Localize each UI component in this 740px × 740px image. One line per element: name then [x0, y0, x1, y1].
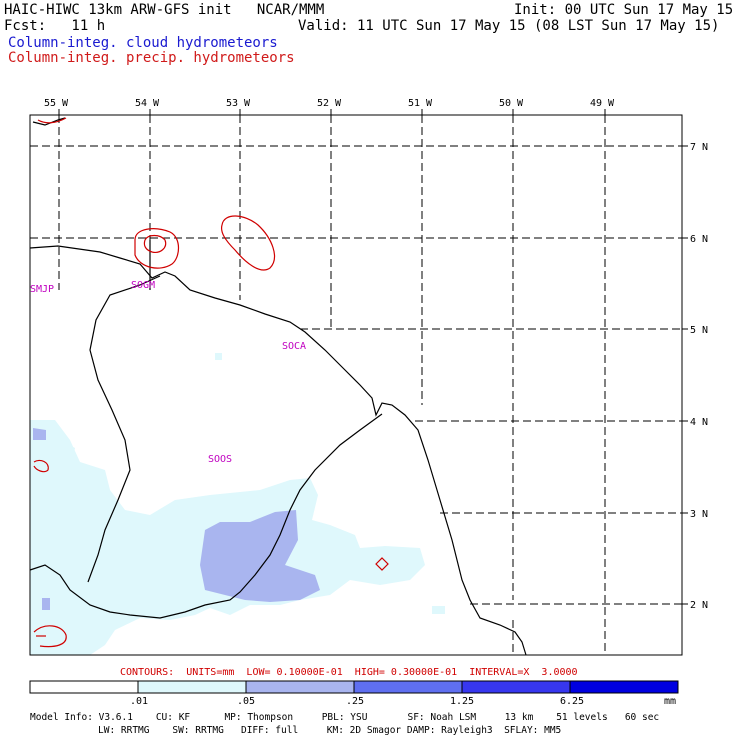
lon-label-50w: 50 W: [499, 98, 524, 109]
colorbar-tick-5: 6.25: [560, 696, 584, 707]
lat-label-5n: 5 N: [690, 325, 708, 336]
model-info-line-1: Model Info: V3.6.1 CU: KF MP: Thompson P…: [30, 712, 660, 723]
station-sogm: SOGM: [131, 280, 155, 291]
colorbar-tick-2: .05: [237, 696, 255, 707]
map-frame: [29, 114, 683, 656]
lat-label-3n: 3 N: [690, 509, 708, 520]
lon-label-53w: 53 W: [226, 98, 251, 109]
coastlines: [29, 117, 527, 656]
colorbar: [29, 680, 679, 694]
cloud-shading-light: [30, 353, 445, 655]
contour-info: CONTOURS: UNITS=mm LOW= 0.10000E-01 HIGH…: [120, 667, 578, 678]
lat-label-6n: 6 N: [690, 234, 708, 245]
lon-label-54w: 54 W: [135, 98, 160, 109]
lat-ticks: [682, 145, 688, 605]
station-soca: SOCA: [282, 341, 306, 352]
colorbar-tick-4: 1.25: [450, 696, 474, 707]
lon-label-52w: 52 W: [317, 98, 342, 109]
forecast-hour: Fcst: 11 h: [4, 18, 106, 34]
colorbar-unit: mm: [664, 696, 676, 707]
station-soos: SOOS: [208, 454, 232, 465]
lat-label-2n: 2 N: [690, 600, 708, 611]
lat-label-7n: 7 N: [690, 142, 708, 153]
colorbar-tick-1: .01: [130, 696, 148, 707]
model-info-line-2: LW: RRTMG SW: RRTMG DIFF: full KM: 2D Sm…: [98, 725, 562, 736]
lon-ticks: [58, 109, 606, 115]
legend-precip-hydrometeors: Column-integ. precip. hydrometeors: [8, 50, 295, 66]
lon-label-55w: 55 W: [44, 98, 69, 109]
graticule: [30, 115, 682, 655]
station-smjp: SMJP: [30, 284, 54, 295]
lon-label-49w: 49 W: [590, 98, 615, 109]
lon-label-51w: 51 W: [408, 98, 433, 109]
init-time: Init: 00 UTC Sun 17 May 15: [514, 2, 734, 18]
legend-cloud-hydrometeors: Column-integ. cloud hydrometeors: [8, 35, 278, 51]
chart-title: HAIC-HIWC 13km ARW-GFS init NCAR/MMM: [4, 2, 325, 18]
cloud-shading-medium: [33, 428, 320, 610]
valid-time: Valid: 11 UTC Sun 17 May 15 (08 LST Sun …: [298, 18, 720, 34]
precip-contours: [33, 117, 389, 648]
colorbar-tick-3: .25: [346, 696, 364, 707]
lat-label-4n: 4 N: [690, 417, 708, 428]
